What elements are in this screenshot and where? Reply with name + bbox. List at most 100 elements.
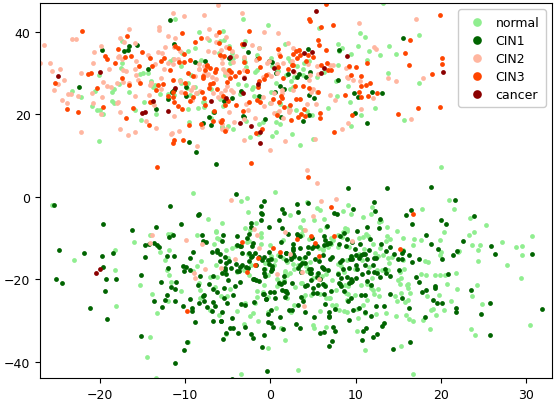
normal: [361, 35, 370, 41]
CIN3: [287, 118, 296, 124]
CIN1: [266, 256, 275, 263]
normal: [131, 107, 140, 114]
normal: [255, 121, 264, 128]
CIN3: [74, 110, 83, 116]
normal: [321, 271, 330, 278]
normal: [421, 272, 430, 279]
CIN2: [314, 276, 323, 282]
CIN1: [98, 264, 107, 271]
CIN1: [333, 211, 342, 218]
CIN2: [209, 90, 218, 96]
CIN1: [235, 268, 244, 275]
CIN1: [325, 309, 334, 315]
normal: [98, 111, 107, 117]
normal: [289, 84, 297, 91]
normal: [322, 324, 331, 330]
normal: [327, 302, 336, 308]
CIN1: [360, 292, 369, 298]
CIN2: [200, 63, 209, 70]
CIN1: [277, 114, 286, 121]
CIN2: [229, 60, 238, 66]
normal: [418, 206, 426, 212]
normal: [270, 262, 279, 269]
CIN2: [341, 65, 350, 72]
normal: [152, 375, 161, 381]
CIN3: [219, 94, 227, 100]
CIN1: [344, 265, 353, 272]
normal: [358, 234, 367, 241]
normal: [291, 284, 300, 290]
normal: [164, 272, 173, 279]
normal: [327, 241, 336, 247]
normal: [206, 115, 215, 122]
CIN1: [168, 90, 177, 96]
normal: [363, 297, 371, 304]
CIN2: [345, 65, 354, 72]
CIN2: [132, 73, 141, 79]
normal: [281, 73, 290, 79]
CIN1: [101, 288, 110, 295]
CIN2: [4, 95, 13, 101]
CIN1: [280, 288, 289, 294]
CIN2: [194, 61, 203, 68]
CIN1: [370, 209, 379, 215]
CIN1: [247, 224, 256, 231]
normal: [87, 104, 96, 110]
CIN2: [240, 68, 249, 74]
CIN1: [309, 285, 317, 291]
CIN2: [121, 68, 130, 75]
CIN3: [317, 63, 326, 69]
CIN3: [216, 53, 225, 60]
normal: [253, 288, 262, 294]
CIN1: [233, 268, 242, 275]
CIN3: [98, 105, 107, 111]
CIN1: [237, 243, 246, 249]
CIN1: [228, 95, 237, 102]
CIN3: [260, 76, 269, 83]
CIN3: [238, 109, 247, 115]
normal: [437, 249, 446, 255]
cancer: [255, 129, 264, 136]
CIN1: [264, 249, 273, 256]
CIN1: [172, 279, 181, 286]
CIN1: [313, 282, 322, 289]
normal: [337, 234, 346, 241]
CIN1: [267, 269, 276, 275]
CIN1: [296, 325, 305, 331]
normal: [215, 38, 224, 45]
normal: [160, 258, 169, 264]
CIN2: [131, 93, 140, 100]
normal: [362, 281, 371, 288]
CIN1: [111, 276, 120, 282]
CIN2: [342, 74, 351, 81]
CIN3: [177, 31, 186, 37]
normal: [331, 287, 340, 294]
normal: [319, 281, 328, 288]
normal: [319, 246, 327, 253]
CIN2: [188, 98, 197, 104]
cancer: [270, 65, 279, 72]
CIN1: [311, 256, 320, 262]
CIN1: [312, 290, 321, 297]
CIN2: [132, 58, 141, 65]
normal: [286, 212, 295, 219]
CIN2: [211, 33, 220, 39]
CIN3: [169, 141, 178, 147]
CIN1: [313, 271, 322, 277]
normal: [518, 252, 527, 259]
CIN1: [181, 85, 190, 91]
CIN1: [232, 242, 241, 249]
CIN1: [333, 77, 342, 84]
CIN2: [301, 227, 310, 234]
CIN2: [188, 85, 197, 92]
CIN2: [201, 266, 210, 272]
CIN1: [258, 257, 267, 264]
normal: [276, 100, 285, 107]
normal: [108, 90, 117, 96]
normal: [327, 277, 336, 283]
CIN1: [237, 301, 246, 307]
normal: [367, 275, 376, 281]
CIN1: [149, 298, 158, 305]
normal: [246, 134, 255, 141]
normal: [468, 293, 477, 299]
